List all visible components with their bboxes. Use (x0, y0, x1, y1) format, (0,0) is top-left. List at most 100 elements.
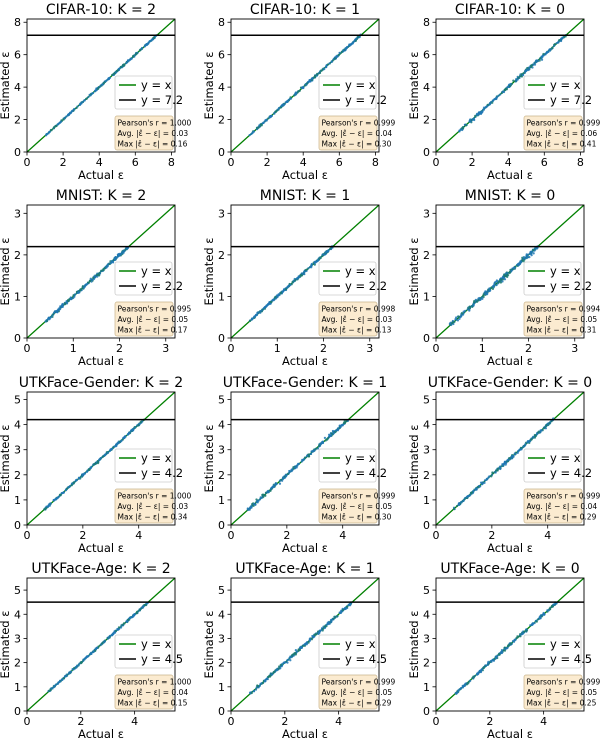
data-point (138, 608, 142, 612)
data-point (294, 93, 297, 96)
y-axis-label: Estimated ε (202, 238, 216, 306)
scatter-panel: MNIST: K = 1 0 1 2 3 0 1 2 3 Actual ε Estimated ε y… (202, 188, 395, 368)
x-tick-label: 0 (24, 715, 31, 728)
y-tick-label: 0 (218, 705, 225, 718)
data-point (530, 254, 533, 257)
x-tick-label: 2 (488, 529, 495, 542)
x-tick-label: 2 (79, 529, 86, 542)
stats-line: Pearson's r = 0.995 (118, 305, 192, 314)
data-point (268, 675, 272, 678)
data-point (496, 95, 499, 99)
data-point (468, 305, 471, 309)
data-point (270, 673, 274, 676)
data-point (121, 64, 124, 68)
plot-area (436, 19, 584, 152)
data-point (334, 616, 337, 619)
data-point (89, 651, 93, 655)
data-point (62, 677, 66, 680)
data-point (91, 92, 94, 95)
stats-line: Avg. |ε̂ − ε| = 0.06 (527, 129, 598, 138)
data-point (551, 46, 554, 50)
data-point (336, 427, 340, 430)
data-point (513, 452, 516, 455)
data-point (323, 253, 326, 256)
data-point (530, 438, 533, 441)
legend-label-identity: y = x (141, 451, 172, 465)
data-point (258, 684, 261, 687)
y-tick-label: 5 (218, 394, 225, 407)
data-point (65, 674, 68, 678)
data-point (284, 288, 288, 291)
data-point (117, 626, 121, 629)
chart-title: UTKFace-Age: K = 1 (235, 561, 374, 577)
chart-title: UTKFace-Gender: K = 2 (19, 375, 183, 391)
scatter-points (248, 33, 362, 137)
data-point (329, 434, 332, 438)
y-tick-label: 5 (423, 584, 430, 597)
chart-title: CIFAR-10: K = 2 (46, 2, 156, 18)
stats-box-bg (318, 301, 378, 337)
stats-line: Max |ε̂ − ε| = 0.29 (527, 513, 597, 522)
data-point (313, 262, 316, 265)
data-point (545, 424, 548, 427)
data-point (70, 484, 73, 487)
scatter-points (43, 418, 146, 511)
data-point (47, 689, 51, 692)
data-point (83, 284, 87, 287)
data-point (268, 116, 271, 119)
data-point (103, 267, 106, 270)
data-point (119, 626, 123, 629)
data-point (509, 642, 513, 645)
data-point (470, 491, 473, 495)
data-point (345, 420, 348, 423)
data-point (510, 457, 514, 460)
data-point (484, 664, 488, 667)
data-point (495, 279, 499, 282)
chart-title: MNIST: K = 0 (465, 188, 555, 204)
x-tick-label: 0 (433, 715, 440, 728)
data-point (505, 647, 508, 650)
data-point (100, 269, 103, 272)
data-point (125, 61, 128, 65)
data-point (56, 311, 59, 314)
data-point (496, 469, 499, 472)
data-point (282, 103, 285, 107)
data-point (94, 90, 97, 93)
data-point (454, 691, 458, 695)
data-point (286, 659, 289, 662)
data-point (474, 114, 477, 118)
data-point (336, 614, 339, 618)
data-point (45, 319, 48, 323)
data-point (286, 472, 290, 476)
data-point (298, 89, 301, 92)
stats-line: Pearson's r = 0.999 (322, 678, 396, 687)
y-tick-label: 4 (423, 81, 430, 94)
stats-line: Pearson's r = 1.000 (118, 119, 192, 128)
data-point (491, 287, 495, 291)
data-point (72, 481, 75, 484)
data-point (535, 620, 538, 623)
y-tick-label: 1 (14, 681, 21, 694)
data-point (310, 77, 314, 80)
scatter-panel: UTKFace-Gender: K = 0 0 2 4 0 1 2 3 4 5 Actual ε Es… (407, 375, 600, 555)
stats-line: Max |ε̂ − ε| = 0.34 (118, 513, 188, 522)
data-point (251, 503, 254, 506)
data-point (305, 643, 308, 646)
data-point (356, 36, 360, 39)
scatter-panel: UTKFace-Gender: K = 1 0 2 4 0 1 2 3 4 5 Actual ε Es… (202, 375, 395, 555)
stats-box-bg (523, 301, 583, 337)
data-point (61, 305, 64, 308)
data-point (55, 124, 58, 128)
data-point (122, 622, 126, 625)
data-point (137, 424, 140, 427)
data-point (529, 65, 533, 69)
data-point (321, 253, 324, 256)
data-point (455, 504, 459, 508)
data-point (307, 641, 310, 644)
stats-line: Pearson's r = 0.994 (527, 305, 601, 314)
data-point (74, 293, 77, 296)
